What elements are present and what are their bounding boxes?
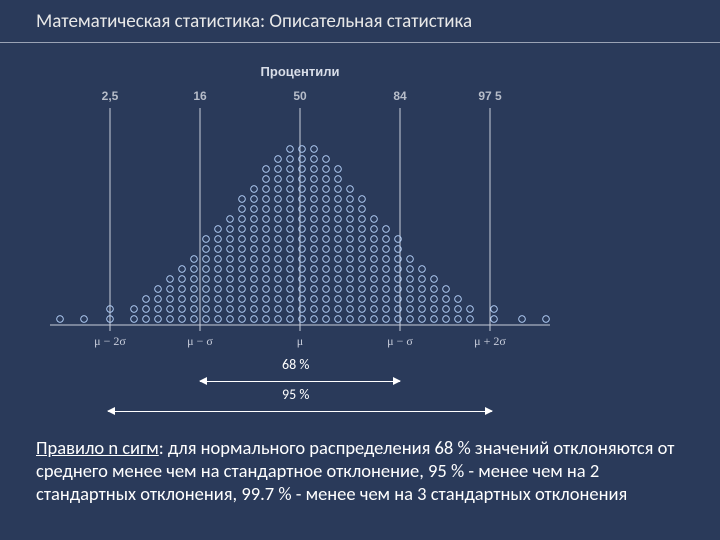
- svg-text:Процентили: Процентили: [261, 64, 340, 79]
- range-label-68: 68 %: [282, 356, 309, 373]
- range-arrow-95: [108, 402, 492, 420]
- svg-text:84: 84: [393, 89, 407, 103]
- arrow-right-icon: [393, 377, 401, 385]
- slide: Математическая статистика: Описательная …: [0, 0, 720, 540]
- title-divider: [0, 42, 720, 43]
- arrow-right-icon: [485, 407, 493, 415]
- arrow-line: [200, 381, 400, 382]
- body-lead: Правило n сигм: [36, 436, 159, 459]
- page-title: Математическая статистика: Описательная …: [36, 10, 472, 33]
- range-label-95: 95 %: [282, 386, 309, 403]
- arrow-line: [108, 411, 492, 412]
- svg-text:16: 16: [193, 89, 207, 103]
- svg-text:μ: μ: [297, 334, 303, 348]
- svg-text:97 5: 97 5: [478, 89, 502, 103]
- svg-text:μ + 2σ: μ + 2σ: [474, 334, 506, 348]
- svg-text:2,5: 2,5: [102, 89, 119, 103]
- chart-svg: Процентили 2,5 16 50 84 97 5 μ − 2σ μ − σ μ μ − σ…: [40, 60, 560, 360]
- svg-text:μ − σ: μ − σ: [387, 334, 413, 348]
- normal-distribution-chart: Процентили 2,5 16 50 84 97 5 μ − 2σ μ − σ μ μ − σ…: [40, 60, 560, 360]
- svg-text:μ − 2σ: μ − 2σ: [94, 334, 126, 348]
- body-paragraph: Правило n сигм: для нормального распреде…: [36, 436, 684, 505]
- svg-text:μ − σ: μ − σ: [187, 334, 213, 348]
- svg-text:50: 50: [293, 89, 307, 103]
